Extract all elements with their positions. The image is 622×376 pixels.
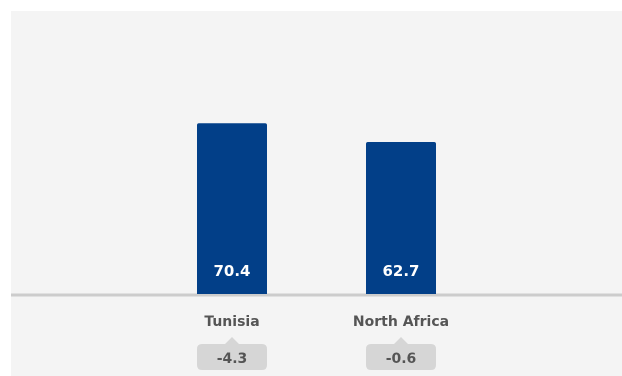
- category-label: Tunisia: [204, 314, 259, 330]
- bars-group: 70.4 Tunisia -4.3 62.7 North Africa -0.6: [197, 123, 449, 370]
- bar-value-label: 70.4: [213, 262, 250, 280]
- bar-tunisia: [197, 123, 267, 294]
- change-badge: [197, 337, 267, 370]
- change-badge: [366, 337, 436, 370]
- change-value: -4.3: [217, 351, 248, 367]
- bar-north-africa: [366, 141, 436, 294]
- category-label: North Africa: [353, 314, 449, 330]
- bar-value-label: 62.7: [382, 262, 419, 280]
- chart-panel: [11, 11, 622, 376]
- change-value: -0.6: [386, 351, 417, 367]
